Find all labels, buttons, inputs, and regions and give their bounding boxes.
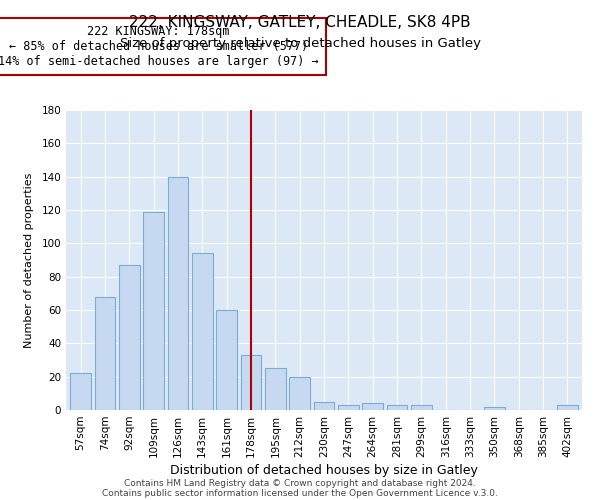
Bar	[95, 296, 115, 410]
Bar	[411, 405, 432, 410]
Bar	[557, 405, 578, 410]
Text: Contains public sector information licensed under the Open Government Licence v.: Contains public sector information licen…	[102, 488, 498, 498]
Text: 222 KINGSWAY: 178sqm
← 85% of detached houses are smaller (577)
14% of semi-deta: 222 KINGSWAY: 178sqm ← 85% of detached h…	[0, 26, 319, 68]
Text: Size of property relative to detached houses in Gatley: Size of property relative to detached ho…	[119, 38, 481, 51]
Bar	[216, 310, 237, 410]
Text: 222, KINGSWAY, GATLEY, CHEADLE, SK8 4PB: 222, KINGSWAY, GATLEY, CHEADLE, SK8 4PB	[129, 15, 471, 30]
Bar	[70, 374, 91, 410]
Bar	[484, 406, 505, 410]
Bar	[241, 355, 262, 410]
Y-axis label: Number of detached properties: Number of detached properties	[25, 172, 34, 348]
Bar	[192, 254, 212, 410]
Bar	[167, 176, 188, 410]
Bar	[265, 368, 286, 410]
Bar	[119, 265, 140, 410]
Bar	[314, 402, 334, 410]
Bar	[289, 376, 310, 410]
Bar	[143, 212, 164, 410]
Text: Contains HM Land Registry data © Crown copyright and database right 2024.: Contains HM Land Registry data © Crown c…	[124, 478, 476, 488]
Bar	[362, 404, 383, 410]
Bar	[386, 405, 407, 410]
X-axis label: Distribution of detached houses by size in Gatley: Distribution of detached houses by size …	[170, 464, 478, 477]
Bar	[338, 405, 359, 410]
